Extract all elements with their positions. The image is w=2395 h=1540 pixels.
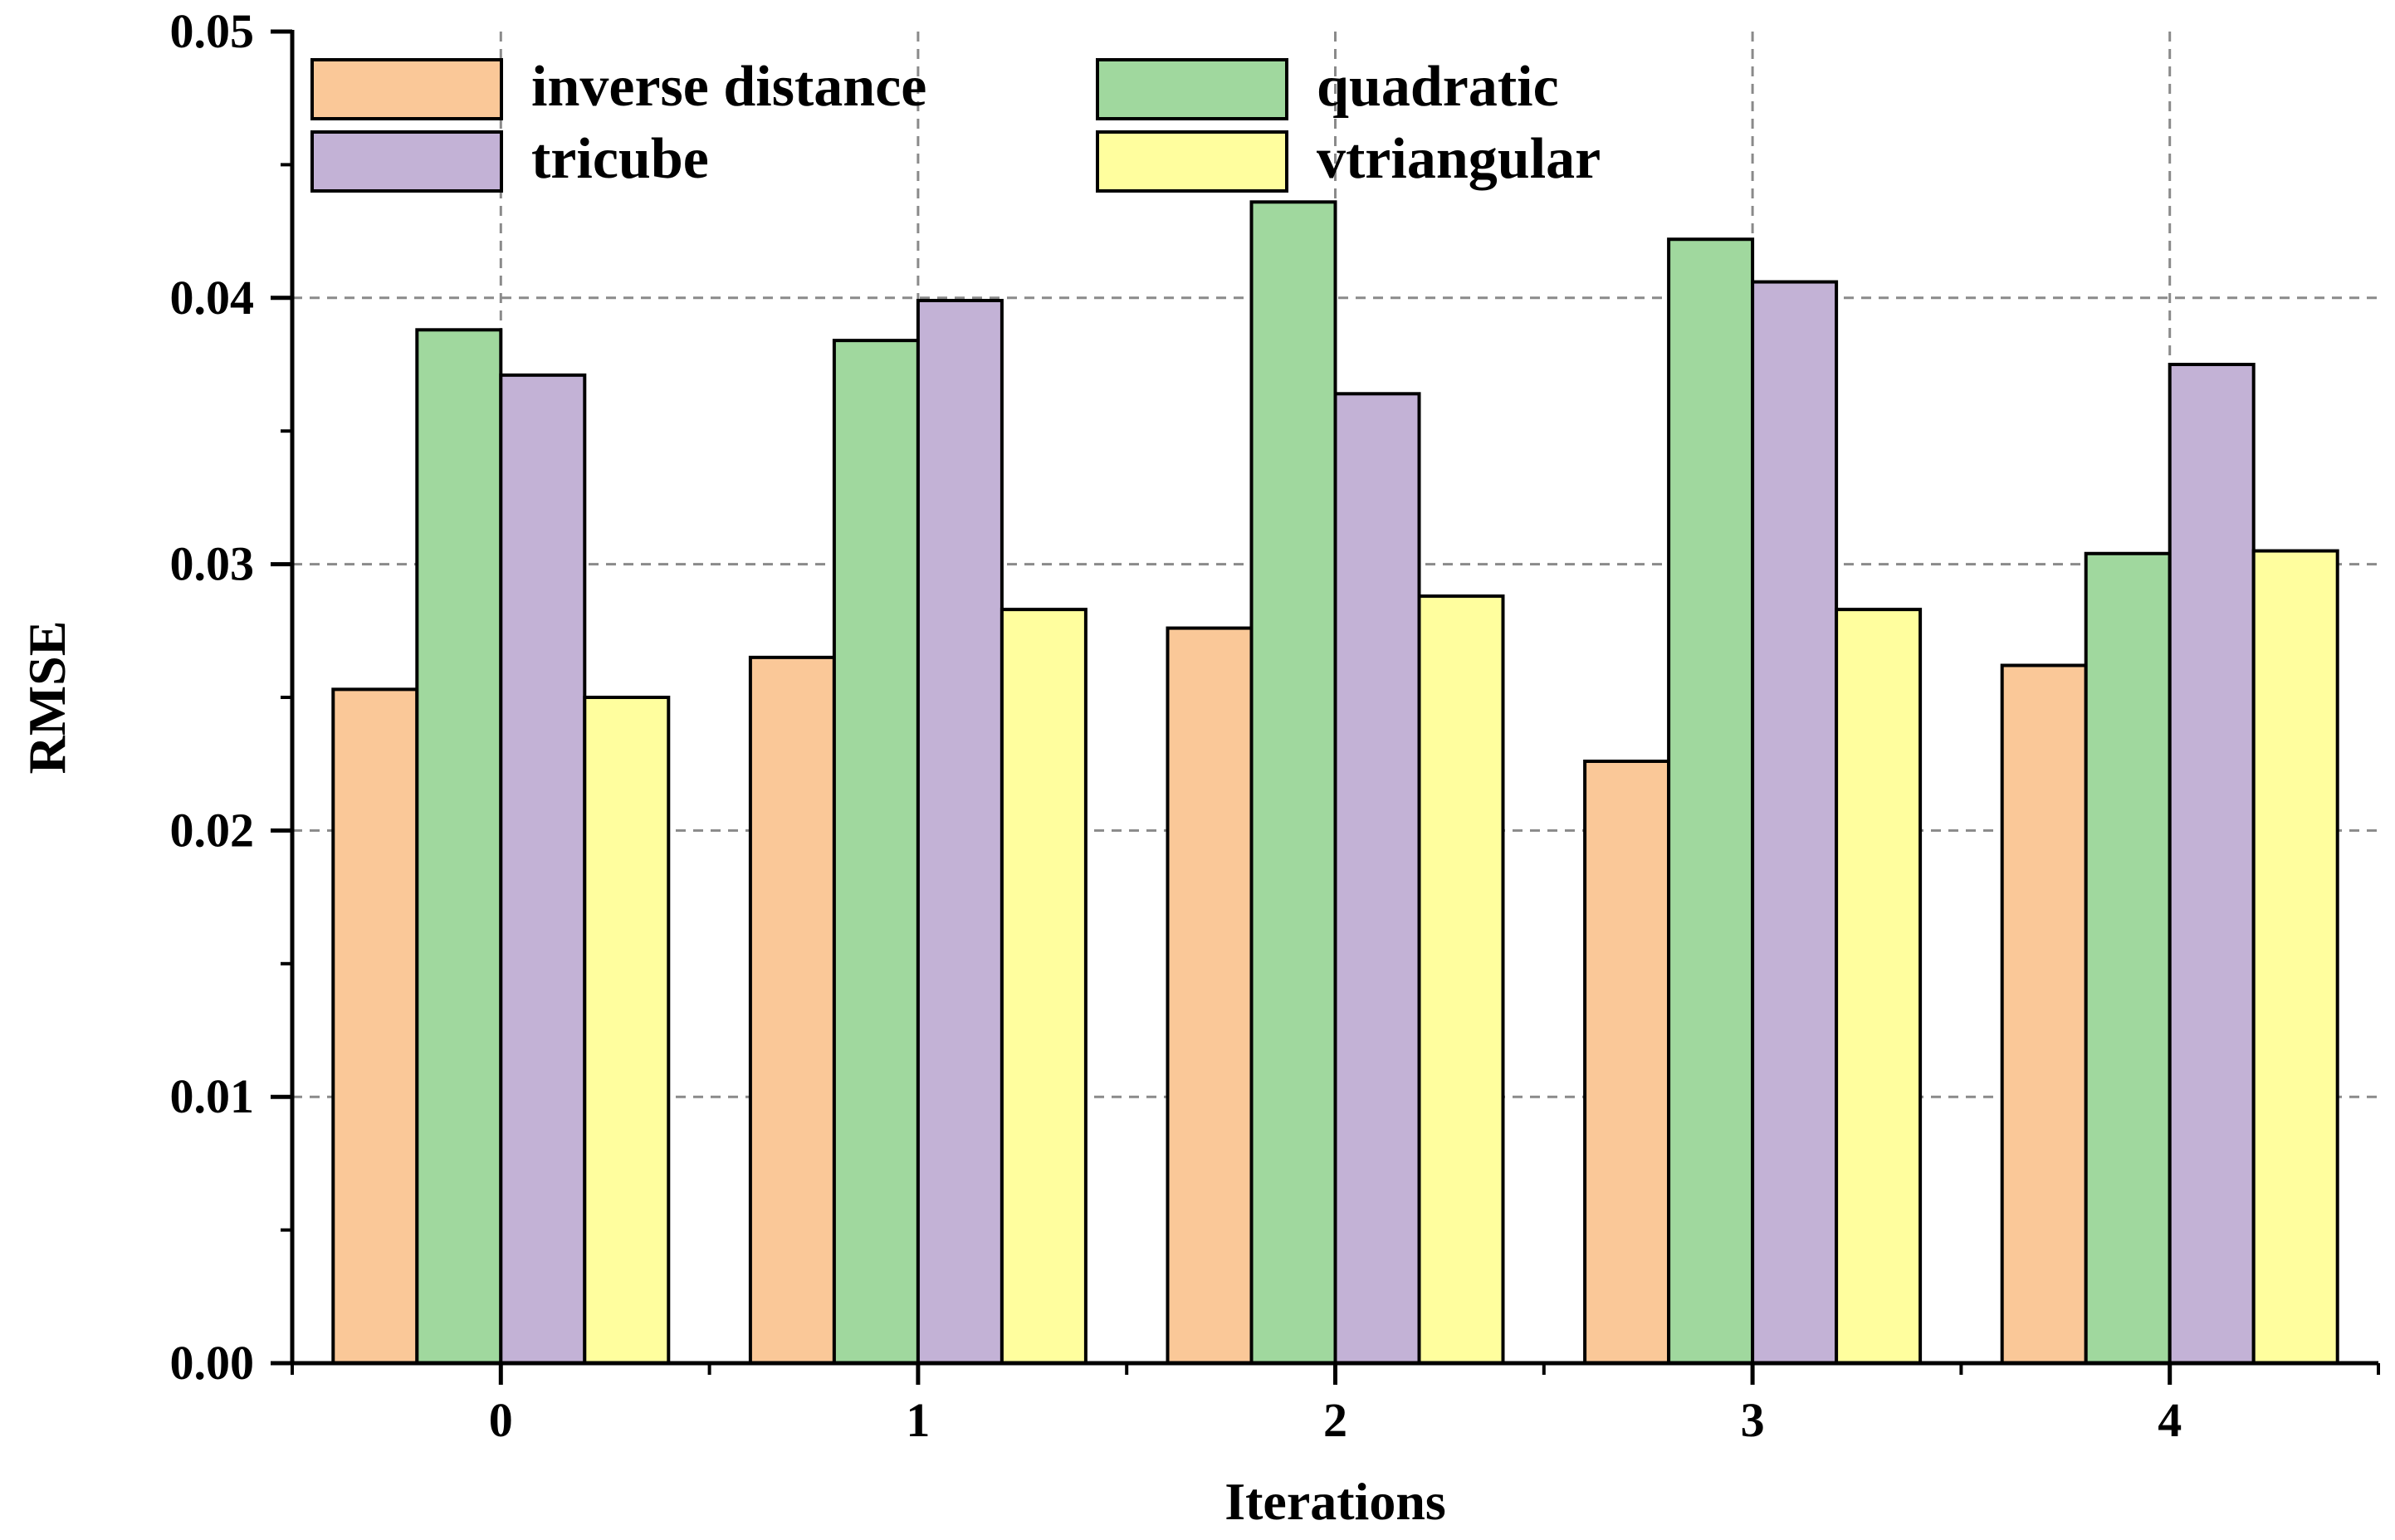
bar-inverse-distance-1 bbox=[748, 655, 836, 1365]
bar-tricube-2 bbox=[1333, 392, 1421, 1366]
bar-vtriangular-2 bbox=[1417, 594, 1505, 1365]
bar-quadratic-2 bbox=[1249, 200, 1337, 1365]
bar-inverse-distance-3 bbox=[1583, 759, 1671, 1365]
legend-swatch-tricube bbox=[310, 130, 503, 193]
legend: inverse distance quadratic tricube vtriangu… bbox=[310, 55, 1601, 193]
x-tick-label: 1 bbox=[906, 1393, 930, 1447]
legend-label-vtriangular: vtriangular bbox=[1317, 127, 1601, 191]
legend-label-inverse-distance: inverse distance bbox=[531, 55, 926, 119]
bar-quadratic-4 bbox=[2084, 551, 2172, 1365]
bar-tricube-4 bbox=[2168, 363, 2256, 1365]
bar-inverse-distance-2 bbox=[1166, 626, 1254, 1365]
y-tick-label: 0.01 bbox=[170, 1069, 255, 1123]
bar-vtriangular-3 bbox=[1835, 608, 1923, 1365]
legend-swatch-vtriangular bbox=[1096, 130, 1288, 193]
y-tick-label: 0.02 bbox=[170, 803, 255, 857]
bar-inverse-distance-0 bbox=[331, 687, 419, 1365]
y-tick-label: 0.03 bbox=[170, 537, 255, 591]
bar-vtriangular-0 bbox=[583, 696, 671, 1365]
x-tick-label: 2 bbox=[1323, 1393, 1347, 1447]
y-tick-label: 0.04 bbox=[170, 271, 255, 325]
axes bbox=[271, 29, 2380, 1385]
x-tick-label: 3 bbox=[1741, 1393, 1765, 1447]
bar-tricube-3 bbox=[1751, 280, 1839, 1365]
bar-tricube-0 bbox=[499, 373, 587, 1365]
y-tick-label: 0.00 bbox=[170, 1336, 255, 1390]
legend-label-quadratic: quadratic bbox=[1317, 55, 1559, 119]
bars bbox=[331, 200, 2339, 1366]
bar-quadratic-1 bbox=[832, 339, 920, 1365]
bar-vtriangular-4 bbox=[2251, 549, 2339, 1365]
x-tick-label: 0 bbox=[489, 1393, 513, 1447]
bar-tricube-1 bbox=[916, 299, 1004, 1365]
x-axis-title: Iterations bbox=[1224, 1472, 1446, 1531]
y-tick-label: 0.05 bbox=[170, 4, 255, 58]
bar-quadratic-3 bbox=[1667, 237, 1755, 1365]
legend-swatch-inverse-distance bbox=[310, 58, 503, 120]
bar-vtriangular-1 bbox=[1000, 608, 1088, 1365]
bar-quadratic-0 bbox=[415, 328, 503, 1365]
legend-label-tricube: tricube bbox=[531, 127, 709, 191]
y-axis-title: RMSE bbox=[17, 621, 76, 775]
legend-swatch-quadratic bbox=[1096, 58, 1288, 120]
x-tick-label: 4 bbox=[2158, 1393, 2182, 1447]
tick-labels: 0.00 0.01 0.02 0.03 0.04 0.05 0 1 2 3 4 bbox=[170, 4, 2182, 1447]
bar-inverse-distance-4 bbox=[2000, 663, 2088, 1365]
